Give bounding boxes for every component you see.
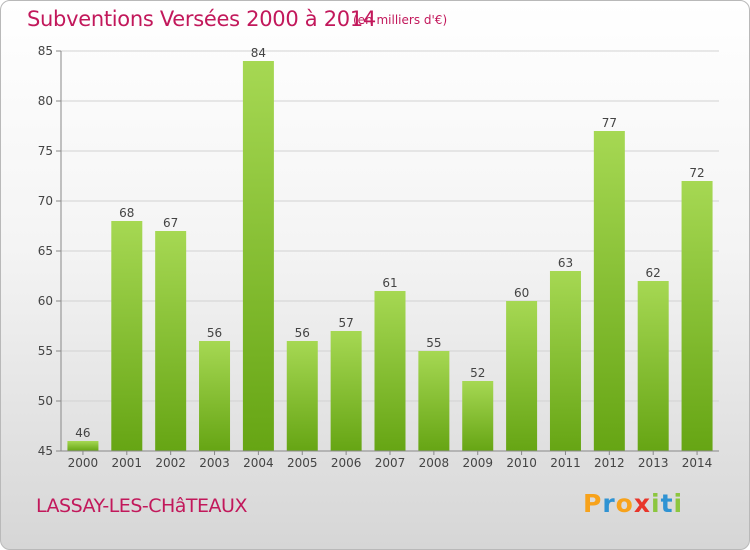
x-tick-label: 2014 [682, 456, 713, 470]
x-tick-label: 2002 [155, 456, 186, 470]
bar [286, 341, 318, 451]
bar-value-label: 56 [207, 326, 222, 340]
chart-subtitle: (en milliers d'€) [353, 13, 448, 27]
bar-value-label: 63 [558, 256, 573, 270]
chart-title: Subventions Versées 2000 à 2014 [27, 7, 376, 31]
x-tick-label: 2012 [594, 456, 625, 470]
logo-letter: i [673, 489, 684, 518]
x-tick-label: 2008 [419, 456, 450, 470]
bar [418, 351, 450, 451]
bar-value-label: 46 [75, 426, 90, 440]
x-tick-label: 2013 [638, 456, 669, 470]
bar-value-label: 52 [470, 366, 485, 380]
x-tick-label: 2000 [68, 456, 99, 470]
y-tick-label: 75 [38, 144, 53, 158]
logo-letter: r [602, 489, 616, 518]
bar [330, 331, 362, 451]
bar-value-label: 60 [514, 286, 529, 300]
bar [681, 181, 713, 451]
bar-value-label: 68 [119, 206, 134, 220]
bar-value-label: 72 [689, 166, 704, 180]
bar [637, 281, 669, 451]
y-tick-label: 70 [38, 194, 53, 208]
logo-letter: i [651, 489, 661, 518]
bar [462, 381, 494, 451]
bar-value-label: 62 [646, 266, 661, 280]
x-tick-label: 2005 [287, 456, 318, 470]
y-tick-label: 60 [38, 294, 53, 308]
bar [549, 271, 581, 451]
x-tick-label: 2011 [550, 456, 581, 470]
x-tick-label: 2007 [375, 456, 406, 470]
bar-value-label: 56 [295, 326, 310, 340]
bar [111, 221, 143, 451]
y-tick-label: 55 [38, 344, 53, 358]
x-tick-label: 2001 [112, 456, 143, 470]
x-tick-label: 2006 [331, 456, 362, 470]
bar [242, 61, 274, 451]
bar-value-label: 55 [426, 336, 441, 350]
bar [199, 341, 231, 451]
y-tick-label: 65 [38, 244, 53, 258]
labels: 45 50 55 60 65 70 75 80 85 46 2000 68 2001 67 2002 56 20… [38, 44, 713, 470]
y-tick-label: 80 [38, 94, 53, 108]
bar [506, 301, 538, 451]
bar [67, 441, 99, 451]
axes [56, 50, 719, 455]
x-tick-label: 2003 [199, 456, 230, 470]
x-tick-label: 2009 [462, 456, 493, 470]
y-tick-label: 50 [38, 394, 53, 408]
bar-value-label: 57 [338, 316, 353, 330]
x-tick-label: 2004 [243, 456, 274, 470]
logo-letter: o [615, 489, 634, 518]
proxiti-logo: Proxiti [583, 489, 683, 518]
place-name: LASSAY-LES-CHâTEAUX [36, 495, 247, 517]
bar [374, 291, 406, 451]
bar-value-label: 84 [251, 46, 266, 60]
bars [67, 61, 713, 451]
bar-value-label: 61 [382, 276, 397, 290]
bar-value-label: 67 [163, 216, 178, 230]
logo-letter: t [660, 489, 674, 518]
logo-letter: P [583, 489, 603, 518]
y-tick-label: 45 [38, 444, 53, 458]
y-tick-label: 85 [38, 44, 53, 58]
bar [155, 231, 187, 451]
x-tick-label: 2010 [506, 456, 537, 470]
bar-value-label: 77 [602, 116, 617, 130]
bar [593, 131, 625, 451]
logo-letter: x [633, 489, 651, 518]
